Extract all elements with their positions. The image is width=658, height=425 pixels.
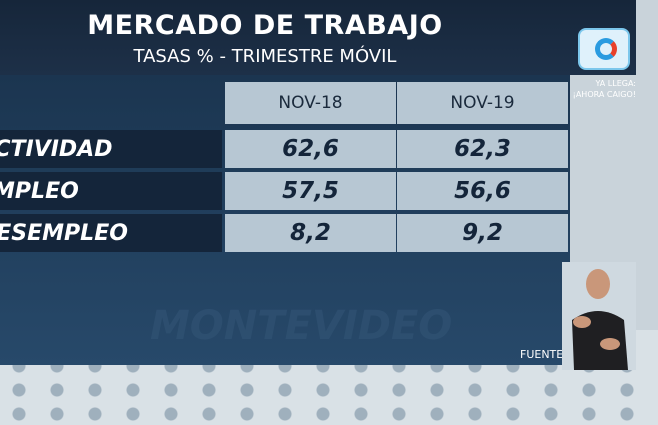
sign-interpreter — [562, 262, 636, 370]
teaser-line: YA LLEGA: — [595, 79, 636, 88]
watermark: MONTEVIDEO — [150, 303, 453, 349]
column-header: NOV-18 — [225, 82, 396, 124]
logo-mark — [595, 38, 617, 60]
teaser-line: ¡AHORA CAIGO! — [572, 90, 636, 99]
cell: 56,6 — [397, 172, 568, 210]
subtitle: TASAS % - TRIMESTRE MÓVIL — [133, 46, 397, 67]
column-header: NOV-19 — [397, 82, 568, 124]
title: MERCADO DE TRABAJO — [87, 10, 443, 41]
header-band — [0, 0, 636, 75]
source: FUENTE — [520, 348, 564, 361]
teaser: YA LLEGA: ¡AHORA CAIGO! — [560, 78, 636, 100]
cell: 8,2 — [225, 214, 396, 252]
cell: 62,6 — [225, 130, 396, 168]
cell: 9,2 — [397, 214, 568, 252]
row-label: DESEMPLEO — [0, 214, 222, 252]
cell: 57,5 — [225, 172, 396, 210]
channel-logo — [578, 28, 630, 70]
cell: 62,3 — [397, 130, 568, 168]
row-label: ACTIVIDAD — [0, 130, 222, 168]
row-label: EMPLEO — [0, 172, 222, 210]
